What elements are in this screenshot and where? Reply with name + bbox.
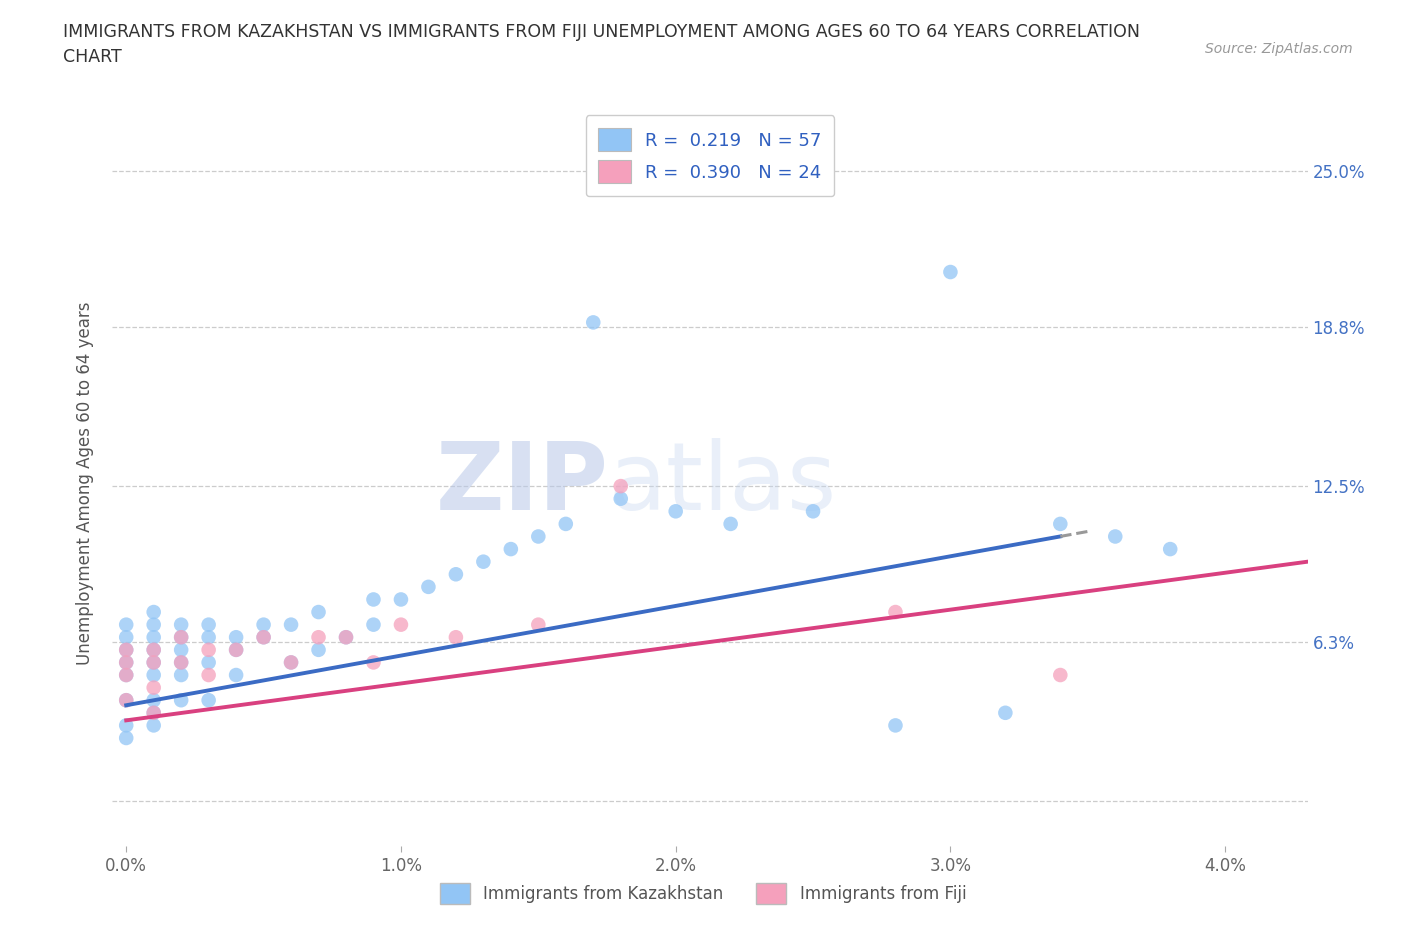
Point [142,643,165,658]
Point [1049,668,1071,683]
Legend: R =  0.219   N = 57, R =  0.390   N = 24: R = 0.219 N = 57, R = 0.390 N = 24 [586,115,834,196]
Point [115,668,138,683]
Point [884,718,907,733]
Point [472,554,495,569]
Point [142,718,165,733]
Point [527,618,550,632]
Point [142,705,165,720]
Point [1104,529,1126,544]
Point [389,618,412,632]
Text: ZIP: ZIP [436,438,609,529]
Point [170,643,193,658]
Point [884,604,907,619]
Point [335,630,357,644]
Point [115,718,138,733]
Point [252,618,274,632]
Text: atlas: atlas [609,438,837,529]
Point [444,630,467,644]
Point [252,630,274,644]
Point [1049,516,1071,531]
Point [801,504,824,519]
Point [280,655,302,670]
Point [142,693,165,708]
Text: Source: ZipAtlas.com: Source: ZipAtlas.com [1205,42,1353,56]
Point [308,630,330,644]
Point [170,693,193,708]
Point [444,567,467,582]
Point [115,630,138,644]
Point [142,604,165,619]
Point [363,618,385,632]
Point [197,630,219,644]
Point [142,655,165,670]
Point [665,504,688,519]
Point [363,592,385,607]
Point [554,516,576,531]
Point [170,630,193,644]
Legend: Immigrants from Kazakhstan, Immigrants from Fiji: Immigrants from Kazakhstan, Immigrants f… [432,874,974,912]
Point [115,643,138,658]
Point [582,315,605,330]
Point [115,693,138,708]
Point [197,618,219,632]
Point [115,655,138,670]
Point [170,630,193,644]
Point [225,643,247,658]
Point [499,541,522,556]
Point [527,529,550,544]
Point [609,491,631,506]
Point [115,693,138,708]
Point [170,655,193,670]
Point [418,579,440,594]
Point [115,668,138,683]
Point [308,604,330,619]
Point [170,668,193,683]
Point [280,655,302,670]
Point [308,643,330,658]
Point [142,643,165,658]
Point [115,643,138,658]
Text: IMMIGRANTS FROM KAZAKHSTAN VS IMMIGRANTS FROM FIJI UNEMPLOYMENT AMONG AGES 60 TO: IMMIGRANTS FROM KAZAKHSTAN VS IMMIGRANTS… [63,23,1140,66]
Point [252,630,274,644]
Point [197,668,219,683]
Point [939,264,962,279]
Point [197,693,219,708]
Point [280,618,302,632]
Point [225,630,247,644]
Y-axis label: Unemployment Among Ages 60 to 64 years: Unemployment Among Ages 60 to 64 years [76,302,94,665]
Point [389,592,412,607]
Point [720,516,742,531]
Point [115,731,138,746]
Point [115,655,138,670]
Point [1159,541,1181,556]
Point [142,630,165,644]
Point [225,643,247,658]
Point [994,705,1017,720]
Point [170,655,193,670]
Point [363,655,385,670]
Point [197,643,219,658]
Point [142,680,165,695]
Point [197,655,219,670]
Point [142,668,165,683]
Point [225,668,247,683]
Point [335,630,357,644]
Point [609,479,631,494]
Point [142,618,165,632]
Point [142,655,165,670]
Point [142,705,165,720]
Point [115,618,138,632]
Point [170,618,193,632]
